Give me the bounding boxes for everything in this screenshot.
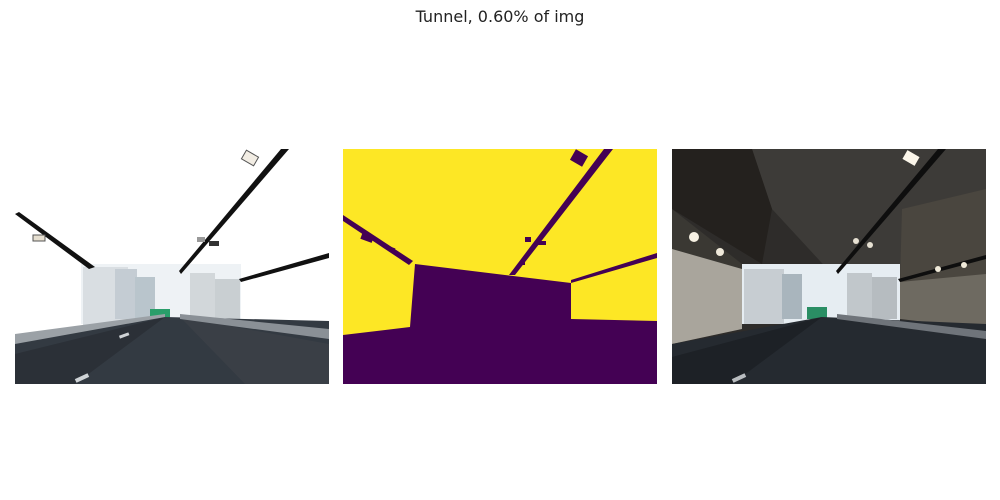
figure-title: Tunnel, 0.60% of img <box>415 7 585 26</box>
segmentation-mask-panel <box>343 149 657 384</box>
segmentation-mask <box>343 149 657 384</box>
corrected-image <box>672 149 986 384</box>
overexposed-image <box>15 149 329 384</box>
corrected-image-panel <box>672 149 986 384</box>
overexposed-image-panel <box>15 149 329 384</box>
